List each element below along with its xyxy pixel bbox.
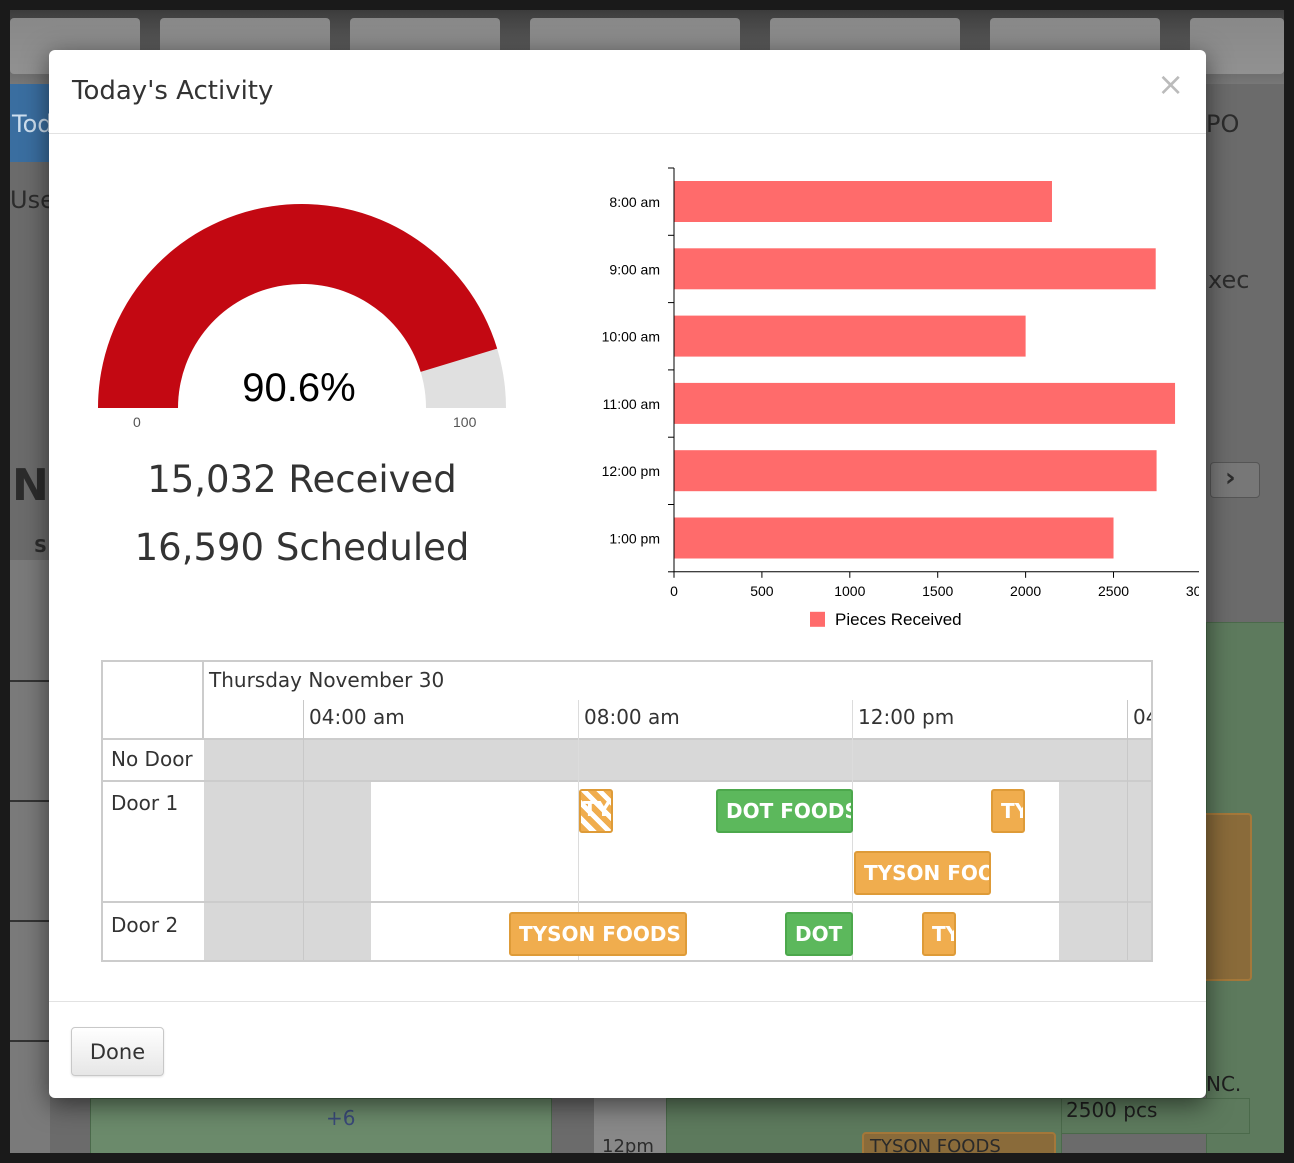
x-tick-label: 2500 — [1098, 583, 1129, 599]
modal-footer: Done — [49, 1001, 1206, 1098]
x-tick-label: 1500 — [922, 583, 953, 599]
resource-no-door: No Door — [111, 747, 193, 771]
x-tick-label: 500 — [750, 583, 774, 599]
event-door1-tyson-short[interactable]: TY — [991, 789, 1025, 833]
bg-column-header: S — [34, 536, 47, 557]
hour-label-0400: 04:00 am — [309, 705, 405, 729]
bar-1-00-pm — [674, 517, 1114, 559]
bar-9-00-am — [674, 248, 1156, 290]
close-icon[interactable]: × — [1157, 65, 1184, 103]
hour-label-0400-pm: 04 — [1133, 705, 1151, 729]
modal-title: Today's Activity — [72, 76, 274, 106]
x-tick-label: 2000 — [1010, 583, 1041, 599]
gauge-percent: 90.6% — [242, 366, 356, 410]
bg-next-button: › — [1210, 462, 1260, 498]
schedule-day-label: Thursday November 30 — [209, 668, 445, 692]
event-door2-tyson-foods[interactable]: TYSON FOODS IN — [509, 912, 687, 956]
door-schedule: Thursday November 30 04:00 am 08:00 am 1… — [101, 660, 1153, 962]
bg-time-label: 12pm — [602, 1136, 654, 1153]
bg-event-block — [1060, 1098, 1250, 1134]
bg-more-events: +6 — [326, 1106, 356, 1130]
bg-po-label: PO — [1206, 110, 1240, 138]
done-button[interactable]: Done — [71, 1027, 164, 1076]
hour-label-0800: 08:00 am — [584, 705, 680, 729]
x-tick-label: 1000 — [834, 583, 865, 599]
bar-8-00-am — [674, 181, 1052, 222]
y-tick-label: 11:00 am — [603, 396, 660, 412]
gauge-chart — [98, 203, 506, 408]
bg-page-title: N — [12, 460, 49, 511]
todays-activity-modal: Today's Activity × 90.6% 0 100 15,032 Re… — [49, 50, 1206, 1098]
y-tick-label: 8:00 am — [609, 194, 660, 210]
hour-label-1200: 12:00 pm — [858, 705, 955, 729]
pieces-received-chart: 8:00 am 9:00 am 10:00 am 11:00 am 12:00 pm 1:… — [602, 167, 1199, 629]
y-tick-label: 12:00 pm — [602, 463, 660, 479]
bg-user-label: Use — [10, 186, 55, 214]
modal-header: Today's Activity × — [49, 50, 1206, 134]
event-door2-dot-foods[interactable]: DOT F — [785, 912, 853, 956]
bar-11-00-am — [674, 382, 1176, 424]
bg-orange-block — [1202, 813, 1252, 981]
bg-nav-tab: Tod — [10, 84, 53, 162]
event-door1-dot-foods[interactable]: DOT FOODS, — [716, 789, 853, 833]
bg-pcs-text: 2500 pcs — [1066, 1098, 1158, 1122]
x-tick-label: 3000 — [1186, 583, 1199, 599]
scheduled-count: 16,590 Scheduled — [134, 526, 470, 569]
bg-week-row — [90, 1098, 552, 1153]
schedule-corner — [103, 662, 204, 740]
event-door1-striped[interactable]: TY — [579, 789, 613, 833]
y-tick-label: 10:00 am — [602, 329, 660, 345]
chevron-right-icon: › — [1225, 463, 1236, 493]
bar-12-00-pm — [674, 450, 1157, 492]
bg-exec-label: xec — [1208, 266, 1250, 294]
bg-inc-text: NC. — [1206, 1072, 1242, 1096]
x-tick-label: 0 — [670, 583, 678, 599]
gauge-max-label: 100 — [453, 414, 477, 430]
y-tick-label: 1:00 pm — [609, 531, 660, 547]
bg-tyson-label: TYSON FOODS — [870, 1136, 1001, 1153]
bg-time-column — [594, 1098, 666, 1153]
resource-door-1: Door 1 — [111, 791, 179, 815]
gauge-fill — [98, 203, 498, 408]
received-count: 15,032 Received — [147, 458, 457, 501]
y-tick-label: 9:00 am — [609, 261, 660, 277]
bg-tyson-event: TYSON FOODS — [862, 1132, 1056, 1153]
bar-10-00-am — [674, 315, 1026, 357]
legend-swatch — [810, 611, 825, 627]
event-door1-tyson-foods[interactable]: TYSON FOOD — [854, 851, 991, 895]
gauge-min-label: 0 — [133, 414, 141, 430]
event-door2-tyson-short[interactable]: TY — [922, 912, 956, 956]
legend-label: Pieces Received — [835, 610, 962, 629]
resource-door-2: Door 2 — [111, 913, 179, 937]
bg-calendar-column — [10, 560, 50, 1153]
